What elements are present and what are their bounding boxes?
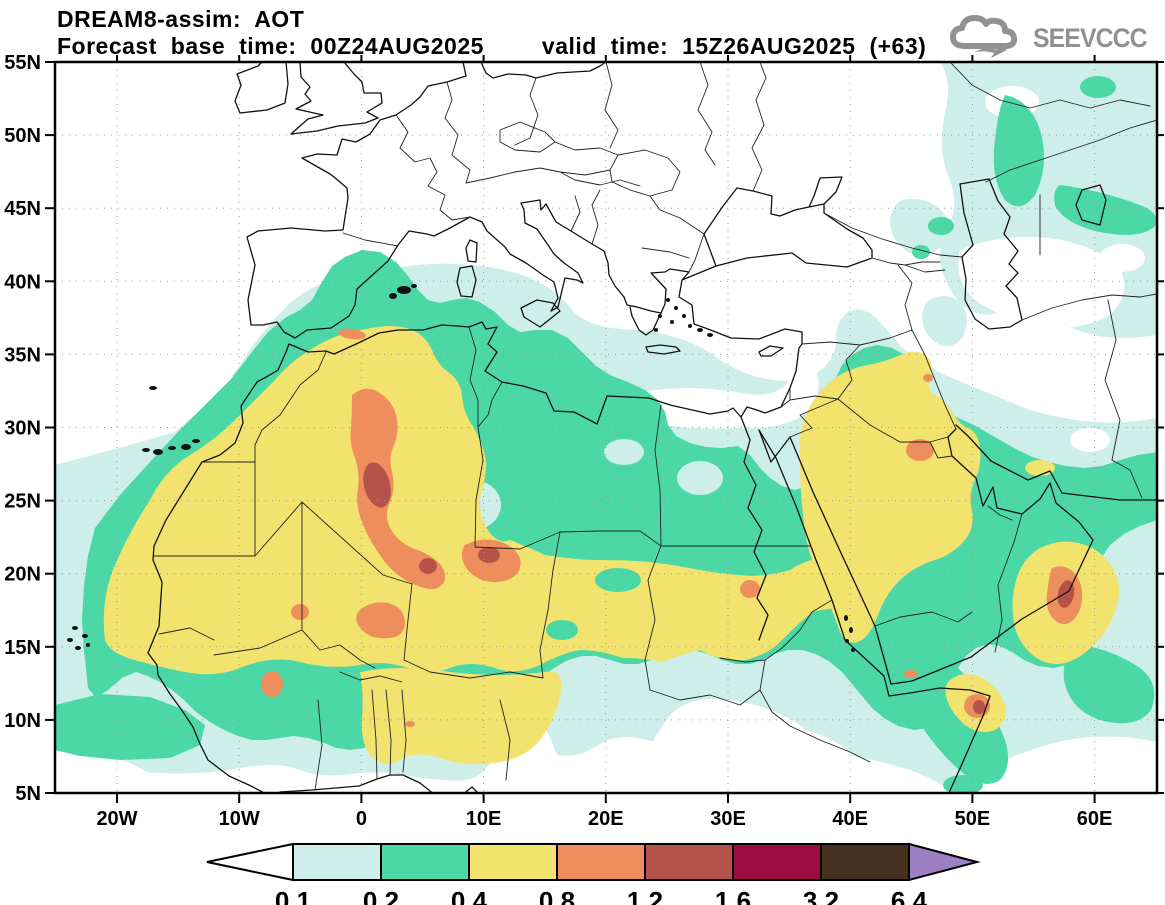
colorbar-value-label: 0.1 (275, 886, 311, 905)
lon-label: 20W (96, 808, 137, 830)
colorbar-cell (644, 843, 734, 881)
lon-label: 60E (1077, 808, 1113, 830)
colorbar-cell (380, 843, 470, 881)
lat-label: 45N (4, 198, 41, 220)
lat-label: 25N (4, 491, 41, 513)
coastlines (147, 62, 1157, 793)
cloud-arrow-icon (950, 15, 1018, 58)
page-title: DREAM8-assim: AOT (57, 6, 305, 32)
lat-label: 40N (4, 271, 41, 293)
colorbar-value-label: 6.4 (891, 886, 928, 905)
lat-label: 20N (4, 564, 41, 586)
lat-label: 50N (4, 125, 41, 147)
country-borders (152, 62, 1157, 791)
colorbar-arrow-left (206, 842, 294, 882)
forecast-times: Forecast base time: 00Z24AUG2025 valid ti… (57, 33, 926, 60)
lat-label: 30N (4, 418, 41, 440)
lon-label: 50E (955, 808, 991, 830)
aot-contour-fills (55, 62, 1157, 793)
colorbar-legend: 0.1 0.2 0.4 0.8 1.2 1.6 3.2 6.4 (206, 842, 981, 905)
colorbar-value-label: 1.6 (715, 886, 751, 905)
lon-label: 40E (832, 808, 868, 830)
colorbar-value-label: 0.4 (451, 886, 488, 905)
colorbar-cell (468, 843, 558, 881)
lon-label: 0 (356, 808, 367, 830)
graticule-gridlines (55, 62, 1157, 793)
seevccc-logo: SEEVCCC (945, 12, 1157, 64)
lon-label: 30E (710, 808, 746, 830)
colorbar-cell (820, 843, 910, 881)
colorbar-value-label: 1.2 (627, 886, 663, 905)
lon-label: 10E (466, 808, 502, 830)
logo-text: SEEVCCC (1033, 22, 1148, 53)
colorbar-value-label: 0.2 (363, 886, 399, 905)
lon-label: 10W (219, 808, 260, 830)
colorbar-cell (556, 843, 646, 881)
colorbar-cell (292, 843, 382, 881)
lat-label: 55N (4, 52, 41, 74)
lat-label: 5N (15, 783, 41, 805)
small-islands (67, 284, 855, 652)
colorbar-value-label: 3.2 (803, 886, 839, 905)
colorbar-value-label: 0.8 (539, 886, 575, 905)
lat-label: 35N (4, 344, 41, 366)
lat-label: 10N (4, 710, 41, 732)
valid-time-label: valid time: 15Z26AUG2025 (+63) (541, 33, 927, 59)
colorbar-cell (732, 843, 822, 881)
base-time-label: Forecast base time: 00Z24AUG2025 (57, 33, 484, 59)
axis-ticks-and-labels: 55N 50N 45N 40N 35N 30N 25N 20N 15N 10N 5N 20W 10W 0 1… (4, 52, 1164, 830)
colorbar-arrow-right (908, 842, 981, 882)
lat-label: 15N (4, 637, 41, 659)
lon-label: 20E (588, 808, 624, 830)
